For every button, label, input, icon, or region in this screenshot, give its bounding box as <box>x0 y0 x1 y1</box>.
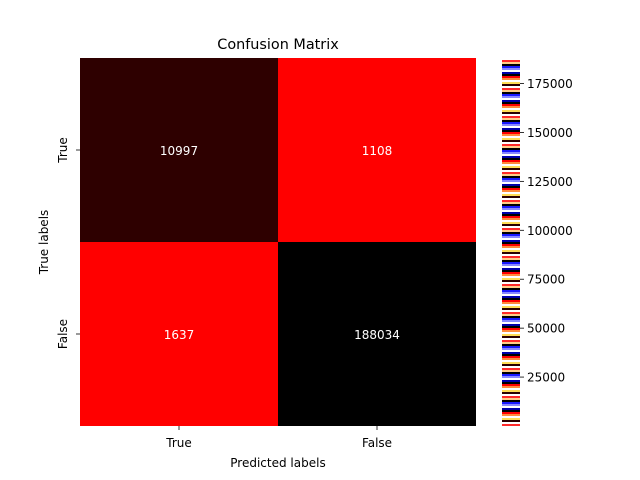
heatmap-cell-r1-c0 <box>80 242 278 426</box>
x-axis-label: Predicted labels <box>230 456 325 470</box>
colorbar-tick-label: 75000 <box>527 273 565 287</box>
colorbar-tick-label: 175000 <box>527 77 573 91</box>
chart-title: Confusion Matrix <box>217 37 339 53</box>
colorbar-tick-label: 50000 <box>527 322 565 336</box>
colorbar-tick-label: 100000 <box>527 224 573 238</box>
x-tick-label: False <box>362 436 392 450</box>
colorbar-ticks: 25000 50000 75000 100000 125000 150000 175000 <box>520 77 573 385</box>
colorbar-tick-label: 150000 <box>527 126 573 140</box>
cell-value-r0-c0: 10997 <box>160 144 198 158</box>
heatmap-cells <box>80 58 476 426</box>
cell-value-r1-c1: 188034 <box>354 328 400 342</box>
cell-value-r1-c0: 1637 <box>164 328 195 342</box>
cell-value-r0-c1: 1108 <box>362 144 393 158</box>
heatmap-cell-r0-c1 <box>278 58 476 242</box>
heatmap-cell-r1-c1 <box>278 242 476 426</box>
colorbar-tick-label: 25000 <box>527 371 565 385</box>
y-axis-label: True labels <box>37 210 51 276</box>
colorbar <box>502 58 520 426</box>
cell-annotations: 10997 1108 1637 188034 <box>160 144 400 342</box>
y-axis: True False <box>56 137 80 349</box>
colorbar-strip <box>502 58 520 426</box>
y-tick-label: False <box>56 319 70 349</box>
x-axis: True False <box>165 426 392 450</box>
colorbar-tick-label: 125000 <box>527 175 573 189</box>
y-tick-label: True <box>56 137 70 164</box>
x-tick-label: True <box>165 436 192 450</box>
heatmap-cell-r0-c0 <box>80 58 278 242</box>
